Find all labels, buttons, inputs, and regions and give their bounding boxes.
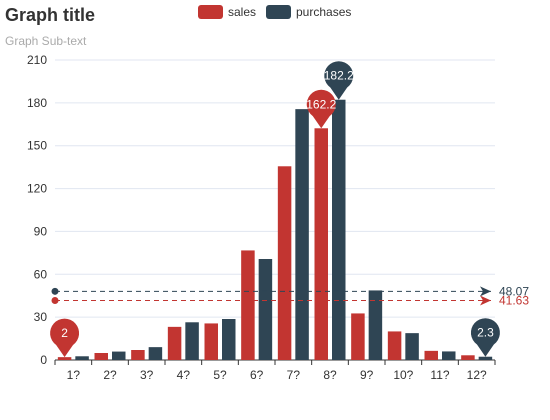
bar-purchases-6[interactable] [295,109,309,361]
bar-sales-6[interactable] [277,166,292,360]
mark-point-min-purchases[interactable] [470,318,500,357]
mark-point-max-sales[interactable] [306,89,336,129]
mark-point-label-max-sales: 162.2 [306,97,336,111]
avg-line-label-purchases: 48.07 [499,284,529,298]
x-tick-label-0: 1? [67,368,81,382]
x-tick-label-8: 9? [360,368,374,382]
bar-purchases-0[interactable] [75,356,89,360]
bar-sales-1[interactable] [94,353,109,360]
bar-sales-7[interactable] [314,128,329,360]
bar-purchases-7[interactable] [332,99,346,360]
avg-line-arrow-sales [480,295,491,306]
x-tick-label-4: 5? [213,368,227,382]
bar-purchases-3[interactable] [185,322,199,360]
x-tick-label-11: 12? [467,368,487,382]
mark-point-label-max-purchases: 182.2 [324,69,354,83]
avg-line-label-sales: 41.63 [499,294,529,308]
bar-purchases-5[interactable] [258,259,273,360]
x-tick-label-10: 11? [430,368,449,382]
y-tick-label-6: 180 [27,96,47,110]
mark-point-label-min-purchases: 2.3 [477,326,494,340]
bar-sales-8[interactable] [351,313,365,360]
x-tick-label-5: 6? [250,368,264,382]
bar-purchases-10[interactable] [442,351,456,360]
bar-sales-11[interactable] [461,355,475,360]
bar-sales-4[interactable] [204,323,219,360]
avg-line-arrow-purchases [480,286,491,297]
x-tick-label-2: 3? [140,368,154,382]
y-tick-label-0: 0 [40,353,47,367]
mark-point-label-min-sales: 2 [61,326,68,340]
mark-point-max-purchases[interactable] [324,61,354,100]
grid-lines [55,59,495,318]
y-tick-label-2: 60 [34,267,48,281]
x-tick-label-3: 4? [177,368,191,382]
bar-purchases-1[interactable] [112,351,126,360]
bar-sales-10[interactable] [424,350,439,360]
bar-sales-2[interactable] [131,350,145,360]
y-tick-label-1: 30 [34,310,48,324]
mark-points: 162.2 2 182.2 2.3 [50,61,500,358]
x-tick-label-9: 10? [393,368,413,382]
bar-purchases-8[interactable] [368,290,383,360]
legend-label-1[interactable]: purchases [296,5,351,19]
y-axis: 0 30 60 90 120 150 180 210 [27,53,47,367]
bar-sales-9[interactable] [387,331,402,360]
bar-sales-3[interactable] [167,326,182,360]
bar-sales-5[interactable] [241,250,255,360]
y-tick-label-4: 120 [27,182,47,196]
legend: sales purchases [198,5,351,19]
x-tick-label-6: 7? [287,368,301,382]
chart-subtitle: Graph Sub-text [5,34,87,48]
y-tick-label-7: 210 [27,53,47,67]
legend-swatch-1[interactable] [266,5,291,19]
chart-title: Graph title [5,5,95,25]
x-tick-label-1: 2? [103,368,117,382]
y-tick-label-3: 90 [34,224,48,238]
bar-purchases-4[interactable] [222,319,236,360]
x-axis: 1? 2? 3? 4? 5? 6? 7? 8? 9? 10? 11? 12? [54,359,496,382]
bars [57,99,493,361]
y-tick-label-5: 150 [27,139,47,153]
bar-purchases-11[interactable] [478,356,493,360]
bar-purchases-9[interactable] [405,333,419,360]
x-tick-label-7: 8? [323,368,337,382]
bar-sales-0[interactable] [57,357,72,360]
legend-label-0[interactable]: sales [228,5,256,19]
legend-swatch-0[interactable] [198,5,223,19]
bar-purchases-2[interactable] [148,347,163,360]
mark-point-min-sales[interactable] [50,318,80,358]
